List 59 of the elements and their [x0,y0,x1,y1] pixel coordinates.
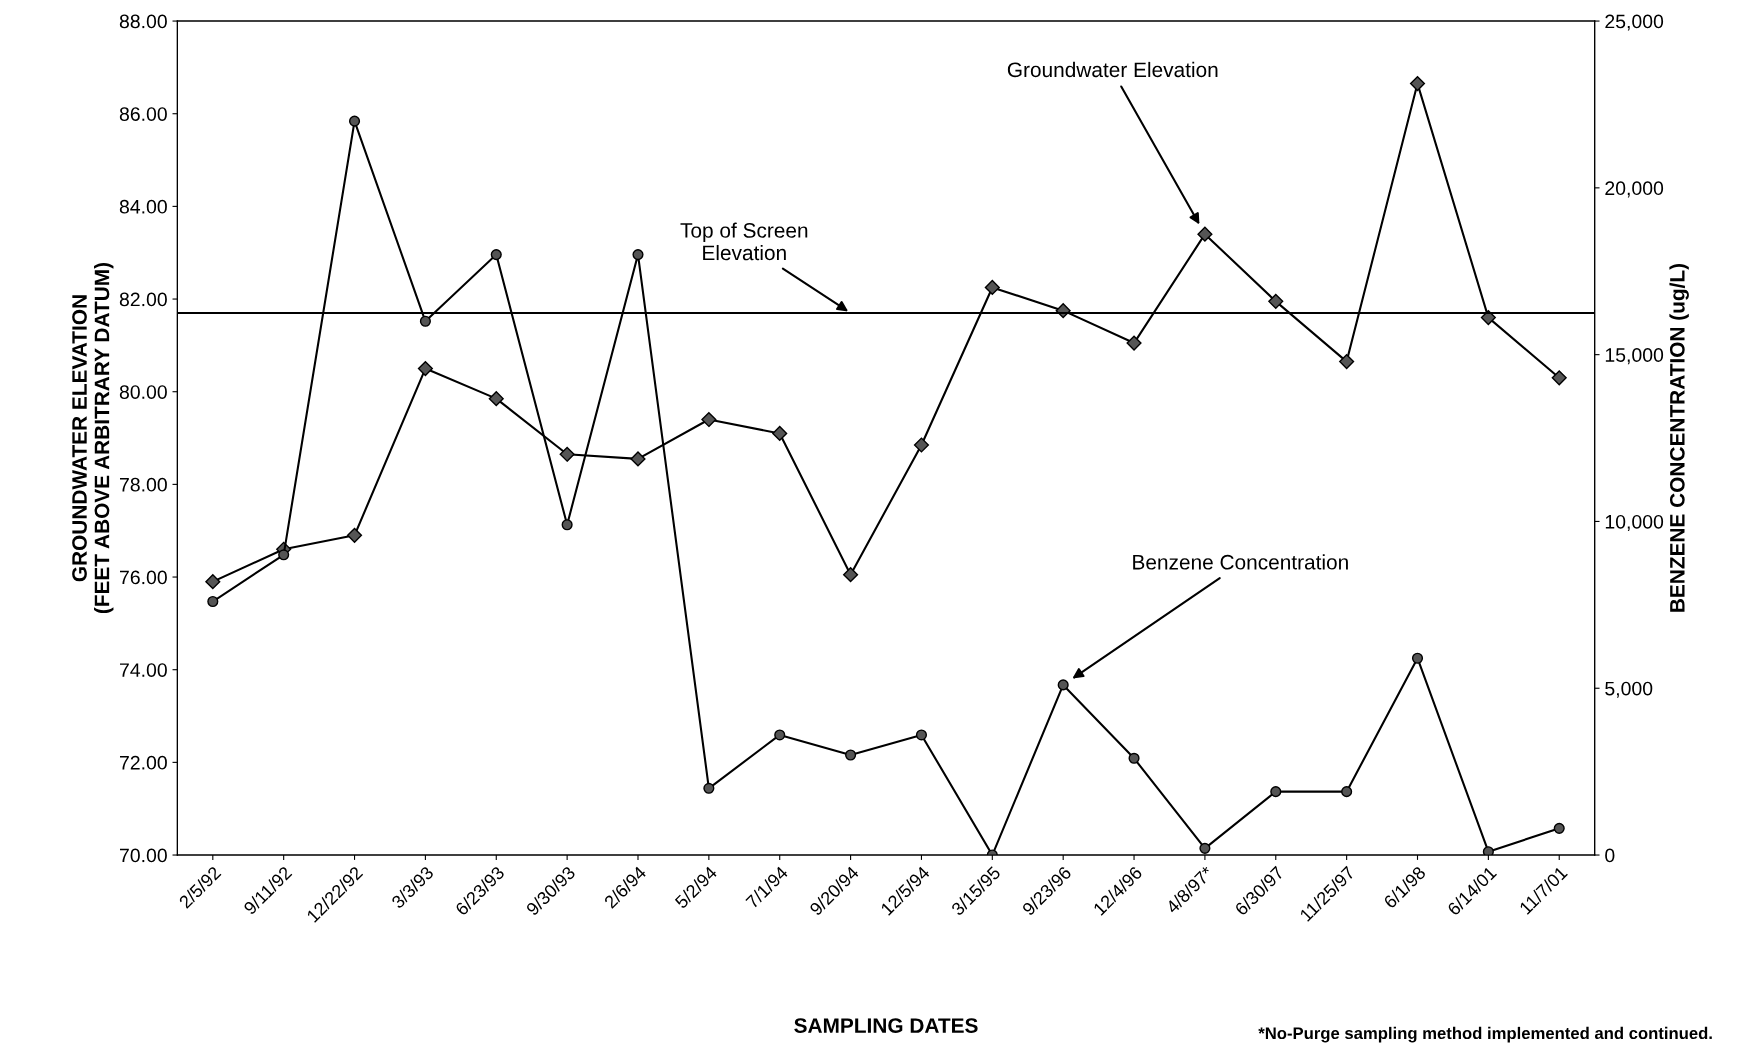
y-tick-label: 70.00 [120,848,167,863]
point [1128,752,1140,764]
point [419,315,431,327]
point [632,249,644,261]
point [630,451,646,467]
y2-tick-label: 0 [1605,848,1615,863]
y-tick-label: 82.00 [119,292,167,307]
point [278,549,290,561]
point [774,729,786,741]
point [843,567,859,583]
y-tick-label: 86.00 [119,107,167,121]
point [346,527,363,543]
y2-tick-label: 10,000 [1605,514,1664,531]
point [348,115,361,127]
y-axis-title: GROUNDWATER ELEVATION (FEET ABOVE ARBITRARY DATUM) [72,262,114,614]
point [1553,822,1565,834]
y2-tick-label: 15,000 [1605,348,1664,365]
point [1199,842,1211,854]
point [561,519,573,531]
point [1409,76,1426,92]
ref-line-label: Top of Screen Elevation [680,222,808,261]
text: *No-Purge sampling method implemented and continued. [1258,1026,1712,1043]
text: Groundwater Elevation [1007,61,1218,78]
y-tick-label: 76.00 [120,570,167,585]
y-tick-label: 72.00 [120,755,167,770]
point [845,749,857,761]
y2-tick-label: 5,000 [1605,681,1653,698]
point [1270,786,1282,798]
point [772,425,788,441]
y2-axis-title: BENZENE CONCENTRATION (ug/L) [1669,263,1689,612]
point [703,782,715,794]
y-tick-label: 78.00 [120,477,167,492]
y2-tick-label: 20,000 [1605,181,1664,198]
point [207,595,219,608]
point [1339,354,1355,370]
point [1126,335,1142,351]
point [488,391,504,407]
point [1411,652,1424,664]
y-tick-label: 80.00 [119,385,167,399]
y-tick-label: 74.00 [120,663,167,677]
point [1482,846,1494,856]
point [701,411,717,428]
text: Benzene Concentration [1133,554,1348,570]
point [1057,679,1069,691]
point [915,729,928,741]
point [490,249,502,261]
point [559,446,575,462]
point [1268,293,1284,309]
point [1341,786,1353,798]
point [205,574,221,590]
point [417,360,433,377]
point [1197,226,1213,242]
y-tick-label: 88.00 [119,14,167,29]
point [1551,370,1567,386]
x-axis-title: SAMPLING DATES [794,1018,978,1033]
y2-tick-label: 25,000 [1605,14,1664,31]
point [984,279,1000,296]
y-tick-label: 84.00 [119,199,167,214]
point [913,437,930,453]
